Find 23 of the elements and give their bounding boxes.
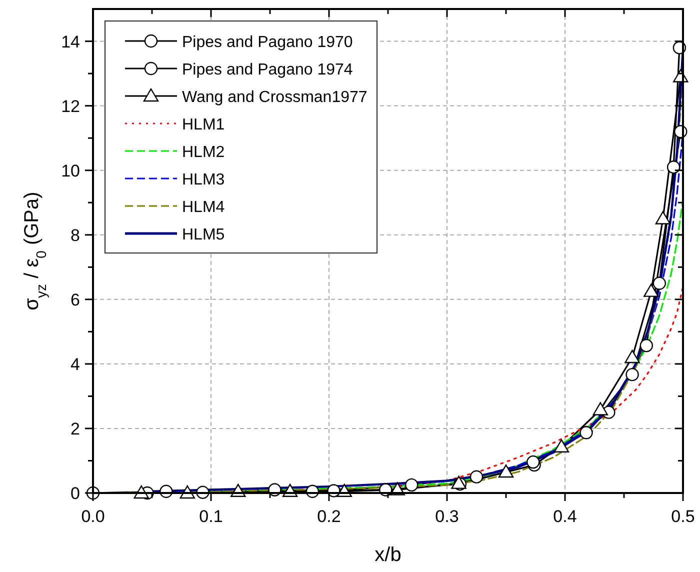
y-tick-label: 0 — [70, 484, 80, 503]
y-tick-label: 12 — [61, 96, 80, 116]
y-tick-label: 10 — [61, 161, 80, 180]
y-tick-label: 2 — [70, 419, 80, 438]
x-axis-title: x/b — [374, 544, 402, 566]
x-tick-label: 0.5 — [671, 507, 695, 526]
legend-label: Pipes and Pagano 1970 — [182, 34, 353, 51]
x-tick-label: 0.4 — [553, 507, 577, 526]
y-tick-label: 8 — [70, 226, 80, 245]
legend-label: HLM4 — [182, 199, 225, 216]
legend-label: HLM1 — [182, 116, 225, 134]
legend-label: Wang and Crossman1977 — [182, 89, 368, 106]
x-tick-label: 0.2 — [317, 507, 341, 526]
legend-label: Pipes and Pagano 1974 — [182, 62, 353, 78]
legend-label: HLM5 — [182, 226, 225, 244]
x-tick-label: 0.0 — [81, 507, 105, 526]
y-tick-label: 14 — [61, 32, 80, 52]
x-tick-label: 0.1 — [199, 507, 223, 526]
x-tick-label: 0.3 — [435, 507, 459, 526]
legend-label: HLM3 — [182, 172, 225, 188]
y-tick-label: 6 — [70, 290, 80, 310]
y-tick-label: 4 — [70, 354, 80, 374]
legend-label: HLM2 — [182, 144, 225, 161]
